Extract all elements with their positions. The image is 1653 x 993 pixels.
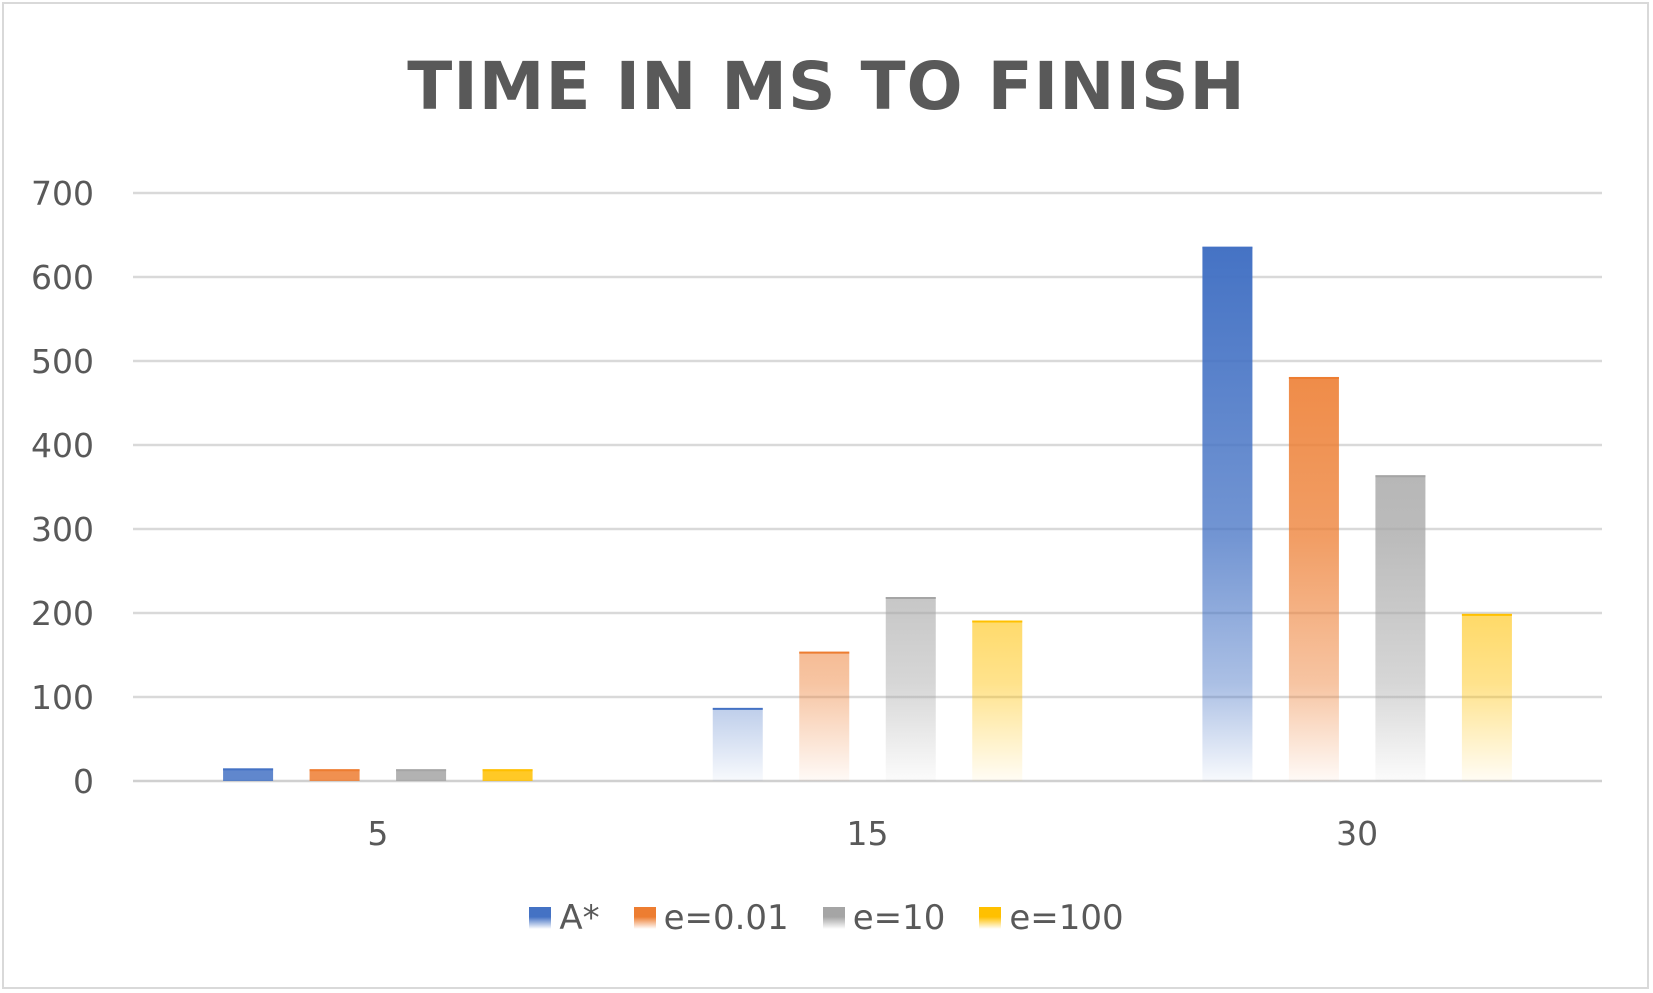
legend-label: e=10: [852, 898, 946, 938]
legend-label: e=100: [1009, 898, 1124, 938]
y-tick-label: 100: [31, 678, 94, 717]
bar-A-30: [1202, 246, 1253, 781]
legend: A* e=0.01 e=10 e=100: [0, 898, 1653, 938]
bar-e100-5: [482, 769, 533, 781]
legend-swatch: [979, 907, 1002, 929]
bar-e001-30: [1288, 376, 1339, 781]
gridlines: [133, 191, 1602, 783]
legend-swatch: [633, 907, 656, 929]
bar-e10-5: [396, 769, 447, 781]
bar-e001-5: [309, 769, 360, 781]
legend-item: A*: [529, 898, 600, 938]
y-tick-label: 300: [31, 510, 94, 549]
bar-e001-15: [799, 651, 850, 781]
x-tick-label: 15: [847, 814, 889, 853]
bar-A-5: [223, 768, 274, 781]
legend-item: e=10: [822, 898, 946, 938]
bar-e100-30: [1461, 613, 1512, 781]
y-axis-ticks: 0 100 200 300 400 500 600 700: [31, 174, 94, 801]
legend-label: e=0.01: [663, 898, 789, 938]
y-tick-label: 400: [31, 426, 94, 465]
bar-e10-15: [885, 597, 936, 781]
y-tick-label: 500: [31, 342, 94, 381]
legend-swatch: [822, 907, 845, 929]
x-tick-label: 30: [1336, 814, 1378, 853]
y-tick-label: 700: [31, 174, 94, 213]
y-tick-label: 0: [73, 762, 94, 801]
bar-e10-30: [1375, 475, 1426, 781]
legend-swatch: [529, 907, 552, 929]
bar-e100-15: [972, 620, 1023, 781]
bar-A-15: [712, 707, 763, 781]
y-tick-label: 200: [31, 594, 94, 633]
x-tick-label: 5: [367, 814, 388, 853]
y-tick-label: 600: [31, 258, 94, 297]
x-axis-ticks: 5 15 30: [367, 814, 1378, 853]
legend-label: A*: [559, 898, 600, 938]
chart-title: TIME IN MS TO FINISH: [407, 48, 1246, 125]
legend-item: e=100: [979, 898, 1124, 938]
bars: [223, 246, 1512, 781]
legend-item: e=0.01: [633, 898, 789, 938]
